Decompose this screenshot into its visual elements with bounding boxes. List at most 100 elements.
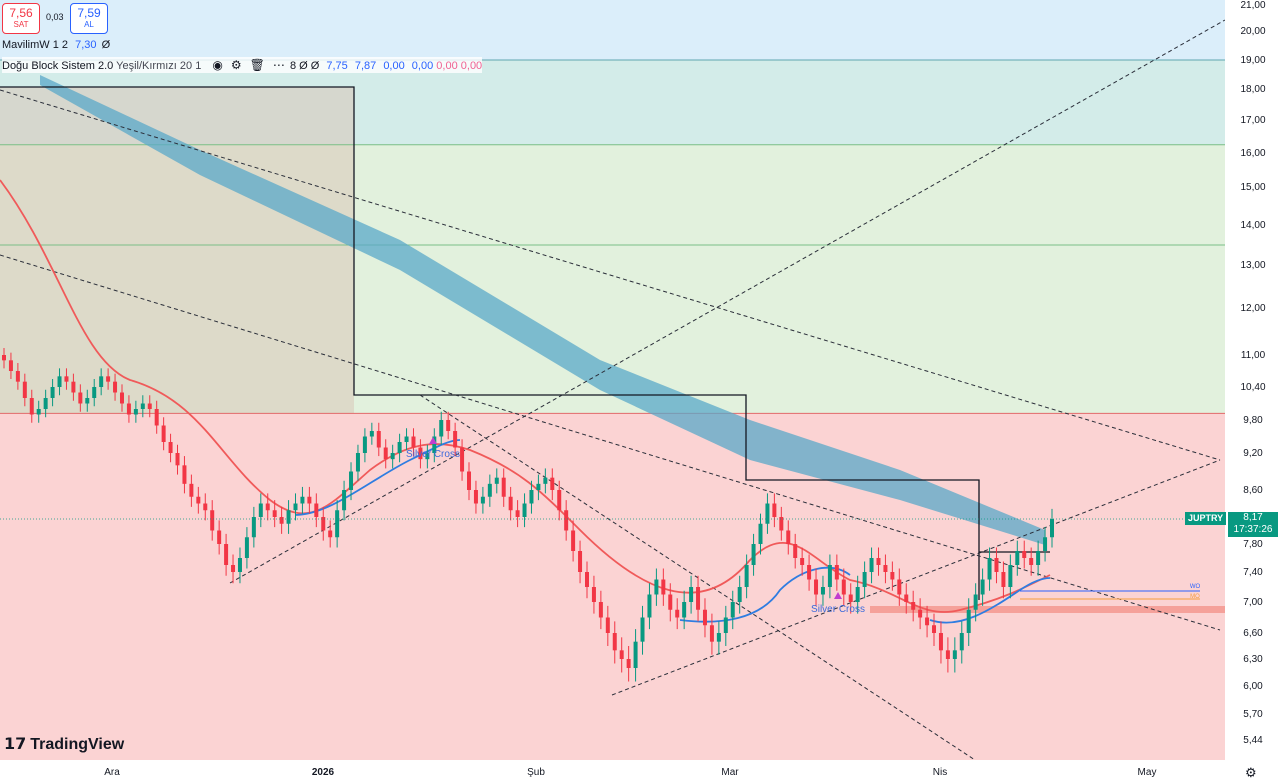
price-tick-label: 16,00 (1240, 148, 1265, 159)
candle-body (564, 510, 569, 531)
candle-body (390, 453, 395, 460)
candle-body (425, 453, 430, 460)
candle-body (244, 537, 249, 558)
candle-body (834, 565, 839, 580)
candle-body (57, 376, 62, 387)
countdown: 17:37:26 (1233, 524, 1273, 535)
candle-body (272, 510, 277, 517)
candle-body (661, 579, 666, 595)
indicator-value: 8 Ø Ø (289, 60, 320, 72)
price-tick-label: 6,60 (1243, 628, 1263, 639)
indicator-tail: Ø (101, 39, 111, 51)
candle-body (765, 503, 770, 524)
candle-body (647, 594, 652, 618)
price-tick-label: 7,80 (1243, 539, 1263, 550)
indicator-mavilimw[interactable]: MavilimW 1 2 7,30 Ø (2, 37, 110, 53)
candle-body (432, 436, 437, 453)
price-tick-label: 7,00 (1243, 597, 1263, 608)
candle-body (397, 442, 402, 453)
buy-button[interactable]: 7,59 AL (70, 3, 108, 34)
price-tick-label: 11,00 (1241, 350, 1266, 361)
candle-body (237, 558, 242, 572)
candle-body (1036, 551, 1041, 565)
chart-settings-icon[interactable]: ⚙ (1245, 765, 1257, 780)
candle-body (779, 517, 784, 531)
candle-body (994, 558, 999, 572)
candle-body (522, 503, 527, 517)
last-price-badge: 8,17 17:37:26 (1228, 512, 1278, 537)
candle-body (203, 503, 208, 511)
candle-body (578, 551, 583, 572)
candle-body (501, 477, 506, 497)
annotation-label: MO (1190, 594, 1200, 600)
candle-body (224, 544, 229, 565)
support-band (870, 606, 1225, 613)
price-tick-label: 7,40 (1243, 567, 1263, 578)
candle-body (418, 447, 423, 460)
time-axis: Ara 2026 Şub Mar Nis May (0, 760, 1280, 782)
candle-body (973, 594, 978, 610)
price-tick-label: 19,00 (1240, 55, 1265, 66)
indicator-dogu-block[interactable]: Doğu Block Sistem 2.0 Yeşil/Kırmızı 20 1… (2, 57, 483, 73)
candle-body (911, 602, 916, 610)
candle-body (626, 659, 631, 668)
candle-body (890, 572, 895, 580)
indicator-name: MavilimW 1 2 (2, 39, 69, 51)
candle-body (918, 609, 923, 618)
candle-body (897, 579, 902, 595)
candle-body (1043, 537, 1048, 551)
candle-body (633, 641, 638, 668)
settings-icon[interactable]: ⚙ (230, 58, 242, 72)
red-moving-average (0, 179, 1051, 613)
candle-body (1050, 519, 1054, 538)
candle-body (876, 558, 881, 565)
sell-price: 7,56 (9, 6, 33, 20)
indicator-params: Yeşil/Kırmızı 20 1 (116, 60, 202, 72)
candle-body (335, 510, 340, 538)
more-icon[interactable]: ⋯ (272, 58, 285, 72)
candle-body (786, 530, 791, 544)
candle-body (584, 572, 589, 587)
candle-body (446, 420, 451, 431)
candle-body (473, 490, 478, 504)
time-tick-label: Nis (933, 767, 947, 778)
trash-icon[interactable]: 🗑 (249, 58, 265, 72)
candle-body (654, 579, 659, 595)
candle-body (508, 496, 513, 511)
candle-body (980, 579, 985, 595)
candle-body (723, 617, 728, 633)
candle-body (467, 471, 472, 490)
eye-icon[interactable]: ◉ (212, 58, 223, 72)
candle-body (557, 490, 562, 511)
zone-red (0, 413, 1225, 760)
candle-body (50, 387, 55, 398)
annotation-label: WO (1190, 584, 1201, 590)
candle-body (814, 579, 819, 595)
trend-line (229, 19, 1226, 584)
trend-line (419, 394, 976, 761)
candle-body (772, 503, 777, 517)
candle-body (730, 602, 735, 618)
candle-body (362, 436, 367, 453)
buy-price: 7,59 (77, 6, 101, 20)
candle-body (487, 483, 492, 497)
candle-body (709, 625, 714, 642)
candle-body (904, 594, 909, 602)
candles (0, 347, 1225, 682)
candle-body (751, 544, 756, 565)
candle-body (758, 523, 763, 544)
candle-body (1029, 558, 1034, 565)
candle-body (640, 617, 645, 642)
cross-marker (429, 437, 437, 444)
price-tick-label: 20,00 (1240, 26, 1265, 37)
candle-body (675, 609, 680, 618)
indicator-name: Doğu Block Sistem 2.0 (2, 60, 114, 72)
candle-body (265, 503, 270, 511)
candle-body (932, 625, 937, 633)
price-tick-label: 14,00 (1240, 220, 1265, 231)
candle-body (113, 381, 118, 393)
price-axis: 21,00 20,00 19,00 18,00 17,00 16,00 15,00 14,00… (1225, 0, 1280, 760)
sell-button[interactable]: 7,56 SAT (2, 3, 40, 34)
candle-body (2, 355, 6, 361)
